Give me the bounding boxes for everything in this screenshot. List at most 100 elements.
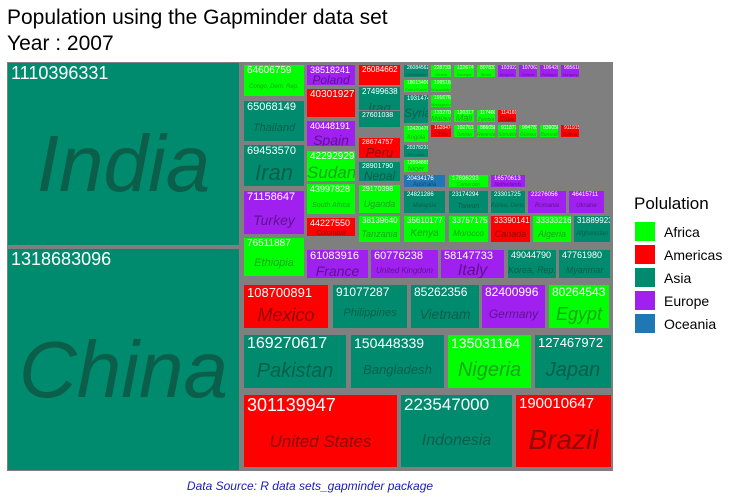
tile-india: 1110396331 India (7, 62, 240, 246)
tile-value: 11746035 (480, 110, 496, 116)
legend-label: Asia (664, 269, 692, 286)
tile-value: 127467972 (538, 335, 604, 350)
tile-value: 16284741 (434, 125, 451, 131)
tile-value: 33333216 (536, 216, 572, 225)
tile-sri-lanka: 20378239 Sri Lanka (403, 144, 429, 158)
tile-value: 17696293 (452, 176, 479, 182)
tile-australia: 20434176 Australia (403, 174, 446, 188)
tile-value: 1110396331 (11, 63, 109, 83)
tile-country: Afghanistan (576, 231, 608, 237)
tile-country: Korea, Dem. Rep. (491, 203, 525, 209)
tile-germany: 82400996 Germany (481, 284, 546, 329)
tile-poland: 38518241 Poland (306, 64, 356, 86)
tile-indonesia: 223547000 Indonesia (400, 394, 513, 468)
tile-value: 12894865 (407, 160, 429, 166)
tile-value: 28901790 (362, 163, 394, 170)
tile-madagascar: 19167654Madagascar (430, 94, 452, 108)
tile-country: Tunisia (456, 132, 472, 138)
tile-country: Myanmar (565, 265, 604, 275)
legend-item-europe: Europe (634, 289, 744, 312)
tile-romania: 22276056 Romania (527, 190, 567, 214)
tile-tunisia: 10276158Tunisia (453, 124, 475, 138)
tile-south-africa: 43997828 South Africa (306, 183, 356, 215)
tile-mali: 12031795Mali (453, 109, 475, 123)
tile-value: 8078314 (480, 65, 495, 71)
tile-country: Malaysia (412, 203, 437, 209)
tile-value: 18013409 (407, 80, 429, 86)
tile-value: 20378239 (407, 145, 429, 151)
tile-value: 38139640 (362, 216, 398, 225)
tile-france: 61083916 France (306, 249, 369, 279)
tile-vietnam: 85262356 Vietnam (410, 284, 480, 329)
tile-country: Poland (312, 73, 350, 86)
tile-country: Sudan (307, 163, 356, 182)
tile-ukraine: 46415711 Ukraine (568, 190, 605, 214)
tile-country: Nepal (363, 169, 396, 182)
legend-item-americas: Americas (634, 243, 744, 266)
chart-subtitle: Year : 2007 (7, 32, 114, 55)
tile-japan: 127467972 Japan (534, 334, 612, 389)
tile-value: 26084662 (362, 65, 398, 74)
tile-country: Uzbekistan (406, 72, 426, 77)
legend-label: Europe (664, 292, 710, 309)
tile-value: 9956108 (564, 65, 579, 71)
tile-bolivia: 9119152Bolivia (560, 124, 580, 138)
tile-country: Cameroon (456, 182, 481, 188)
tile-value: 11416987 (501, 110, 517, 116)
tile-somalia: 9118773Somalia (497, 124, 517, 138)
tile-turkey: 71158647 Turkey (243, 190, 305, 235)
tile-value: 10392226 (501, 65, 516, 71)
tile-value: 46415711 (572, 192, 599, 198)
tile-country: United States (269, 432, 372, 451)
tile-country: Rwanda (477, 132, 496, 138)
tile-value: 40301927 (310, 89, 355, 100)
tile-peru: 28674757 Peru (358, 137, 401, 159)
tile-country: Sri Lanka (407, 152, 425, 157)
tile-korea-rep: 49044790 Korea, Rep. (507, 249, 557, 279)
tile-canada: 33390141 Canada (490, 215, 531, 243)
legend-label: Americas (664, 246, 723, 263)
tile-country: United Kingdom (376, 266, 433, 275)
tile-value: 108700891 (247, 285, 313, 300)
tile-italy: 58147733 Italy (440, 249, 505, 279)
tile-brazil: 190010647 Brazil (515, 394, 612, 468)
tile-iran: 69453570 Iran (243, 144, 305, 187)
tile-country: Ghana (434, 72, 447, 77)
tile-country: Congo, Dem. Rep. (249, 84, 299, 90)
tile-country: Portugal (541, 72, 557, 77)
tile-country: Indonesia (421, 432, 492, 449)
tile-korea-dem-rep: 23301725 Korea, Dem. Rep. (490, 190, 526, 214)
tile-value: 150448339 (354, 335, 425, 351)
tile-country: Korea, Rep. (508, 265, 557, 275)
tile-country: Japan (545, 359, 601, 381)
tile-value: 64606759 (247, 65, 292, 76)
tile-afghanistan: 31889923 Afghanistan (573, 215, 611, 243)
legend-label: Africa (664, 223, 700, 240)
tile-country: South Africa (312, 202, 350, 209)
tile-country: Cote d'Ivoire (404, 87, 428, 92)
tile-country: Benin (480, 72, 492, 77)
tile-value: 12267493 (457, 65, 474, 71)
tile-value: 9119152 (564, 125, 579, 131)
tile-saudi-arabia: 27601038 (358, 110, 401, 128)
tile-congo-dem-rep: 64606759 Congo, Dem. Rep. (243, 64, 305, 97)
tile-value: 23174294 (452, 192, 479, 198)
tile-country: Nigeria (457, 359, 522, 381)
tile-value: 8390505 (543, 125, 558, 131)
tile-value: 47761980 (562, 250, 603, 260)
tile-hungary: 9956108Hungary (560, 64, 580, 78)
tile-country: Netherlands (494, 182, 522, 188)
tile-value: 27601038 (362, 112, 394, 119)
tile-china: 1318683096 China (7, 248, 240, 471)
tile-value: 22873338 (434, 65, 451, 71)
tile-value: 61083916 (310, 250, 359, 262)
tile-tanzania: 38139640 Tanzania (358, 215, 401, 243)
tile-country: Mexico (257, 305, 315, 325)
tile-country: Mali (455, 113, 473, 123)
legend-swatch (634, 313, 656, 334)
tile-country: Uganda (363, 199, 396, 209)
tile-value: 190010647 (519, 395, 595, 412)
tile-country: Cuba (499, 117, 515, 123)
tile-value: 10642836 (543, 65, 558, 71)
tile-united-states: 301139947 United States (243, 394, 398, 468)
